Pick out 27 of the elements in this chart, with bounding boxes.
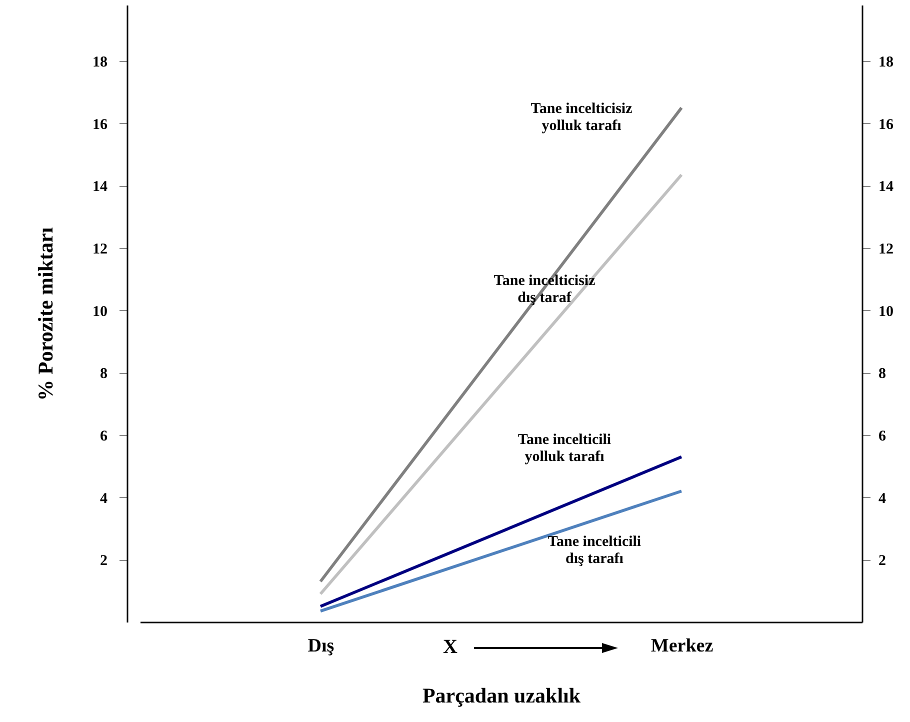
- x-axis-title: Parçadan uzaklık: [422, 684, 581, 708]
- y-tick-label: 2: [100, 553, 108, 570]
- series-label: Tane incelticili yolluk tarafı: [518, 432, 612, 465]
- series-label: Tane incelticili dış tarafı: [548, 534, 642, 568]
- y2-tick-label: 18: [878, 54, 894, 71]
- y-tick-label: 4: [100, 490, 108, 507]
- series-label: Tane incelticisiz yolluk tarafı: [530, 100, 633, 134]
- y2-tick-label: 4: [878, 490, 886, 507]
- y2-tick-label: 16: [878, 116, 894, 133]
- x-tick-label: Dış: [308, 636, 334, 656]
- y-tick-label: 14: [92, 179, 108, 196]
- y-tick-label: 6: [100, 428, 108, 445]
- y-tick-label: 12: [92, 242, 108, 258]
- y2-tick-label: 6: [878, 428, 886, 445]
- y-tick-label: 8: [100, 366, 108, 382]
- y2-tick-label: 14: [878, 179, 894, 196]
- y-tick-label: 10: [92, 304, 108, 320]
- y2-tick-label: 2: [878, 553, 886, 570]
- x-tick-label: Merkez: [650, 636, 714, 656]
- y2-tick-label: 12: [878, 242, 894, 258]
- y-tick-label: 18: [92, 54, 108, 71]
- series-label: Tane incelticisiz dış taraf: [494, 272, 596, 306]
- y-tick-label: 16: [92, 116, 108, 133]
- text: X: [443, 636, 458, 659]
- y2-tick-label: 10: [878, 304, 894, 320]
- y2-tick-label: 8: [878, 366, 886, 382]
- y-axis-title: % Porozite miktarı: [34, 227, 58, 401]
